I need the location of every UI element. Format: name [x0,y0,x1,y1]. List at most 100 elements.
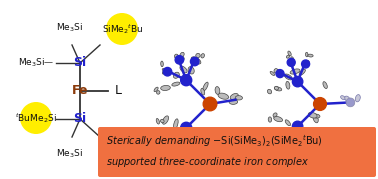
Ellipse shape [276,133,282,139]
Ellipse shape [203,82,208,91]
Ellipse shape [194,143,198,152]
Ellipse shape [180,52,184,57]
Ellipse shape [198,150,201,154]
Ellipse shape [175,54,178,58]
Ellipse shape [304,60,310,66]
Ellipse shape [274,69,278,73]
Ellipse shape [230,93,238,100]
Ellipse shape [323,82,327,89]
Circle shape [314,98,326,110]
Ellipse shape [161,61,163,67]
Ellipse shape [308,149,311,155]
Ellipse shape [288,154,292,157]
Circle shape [346,98,355,107]
Ellipse shape [285,127,291,135]
Ellipse shape [172,82,180,86]
Ellipse shape [270,71,274,76]
Circle shape [175,55,184,64]
Circle shape [163,132,172,141]
Ellipse shape [288,144,297,149]
Ellipse shape [196,53,200,58]
Circle shape [191,57,199,66]
Ellipse shape [308,54,313,57]
Ellipse shape [303,142,311,148]
Circle shape [106,13,138,45]
Text: Si: Si [73,57,87,69]
Ellipse shape [355,95,360,102]
Text: SiMe$_3$: SiMe$_3$ [102,147,129,159]
Ellipse shape [174,128,179,137]
Ellipse shape [305,52,308,57]
Circle shape [276,70,284,78]
Circle shape [181,75,192,86]
Ellipse shape [162,68,170,72]
Ellipse shape [274,133,277,138]
Text: Me$_3$Si: Me$_3$Si [56,148,84,161]
Ellipse shape [273,113,277,117]
Ellipse shape [161,119,164,123]
Ellipse shape [274,117,283,122]
Text: Si: Si [73,112,87,125]
Ellipse shape [215,87,220,94]
Text: $^t$BuMe$_2$Si: $^t$BuMe$_2$Si [15,111,57,125]
Ellipse shape [285,120,291,126]
Text: SiMe$_2$$^t$Bu: SiMe$_2$$^t$Bu [102,22,144,36]
Ellipse shape [299,69,305,75]
Ellipse shape [286,81,290,89]
Ellipse shape [299,132,305,139]
Circle shape [191,142,199,151]
Ellipse shape [287,55,290,58]
Ellipse shape [218,93,229,99]
Ellipse shape [156,91,160,94]
Ellipse shape [163,142,167,146]
FancyBboxPatch shape [98,127,376,177]
Ellipse shape [274,87,282,91]
Circle shape [276,130,284,138]
Ellipse shape [305,147,308,153]
Ellipse shape [178,155,183,158]
Circle shape [175,144,184,153]
Circle shape [293,76,303,87]
Ellipse shape [284,74,292,80]
Ellipse shape [292,133,298,140]
Circle shape [302,60,310,68]
Ellipse shape [201,88,205,95]
Text: $\mathit{supported\ three\text{-}coordinate\ iron\ complex}$: $\mathit{supported\ three\text{-}coordin… [106,155,309,169]
Circle shape [287,58,295,66]
Ellipse shape [186,135,197,141]
Circle shape [20,102,52,134]
Ellipse shape [267,89,272,94]
Ellipse shape [156,118,160,124]
Ellipse shape [177,147,185,152]
Ellipse shape [160,139,164,143]
Text: $\mathit{Sterically\ demanding\ \mathsf{-Si(SiMe}_3\mathsf{)}_2\mathsf{(SiMe}_2{: $\mathit{Sterically\ demanding\ \mathsf{… [106,133,323,149]
Ellipse shape [179,136,188,141]
Ellipse shape [154,87,158,92]
Ellipse shape [174,72,179,78]
Ellipse shape [290,69,300,74]
Ellipse shape [201,54,204,58]
Ellipse shape [174,119,178,129]
Ellipse shape [341,96,345,100]
Ellipse shape [235,96,242,100]
Ellipse shape [180,66,187,73]
Ellipse shape [313,114,320,118]
Ellipse shape [163,116,169,124]
Ellipse shape [276,69,282,75]
Text: Fe: Fe [72,84,88,98]
Text: L: L [115,84,121,98]
Ellipse shape [276,141,280,143]
Circle shape [293,121,303,132]
Ellipse shape [188,67,194,74]
Ellipse shape [177,56,184,61]
Ellipse shape [191,57,201,64]
Ellipse shape [290,152,294,156]
Ellipse shape [313,114,318,123]
Circle shape [203,97,217,111]
Ellipse shape [229,99,238,104]
Circle shape [181,122,192,133]
Text: Me$_3$Si—: Me$_3$Si— [17,57,54,69]
Ellipse shape [291,57,294,66]
Ellipse shape [201,154,204,157]
Ellipse shape [163,69,167,74]
